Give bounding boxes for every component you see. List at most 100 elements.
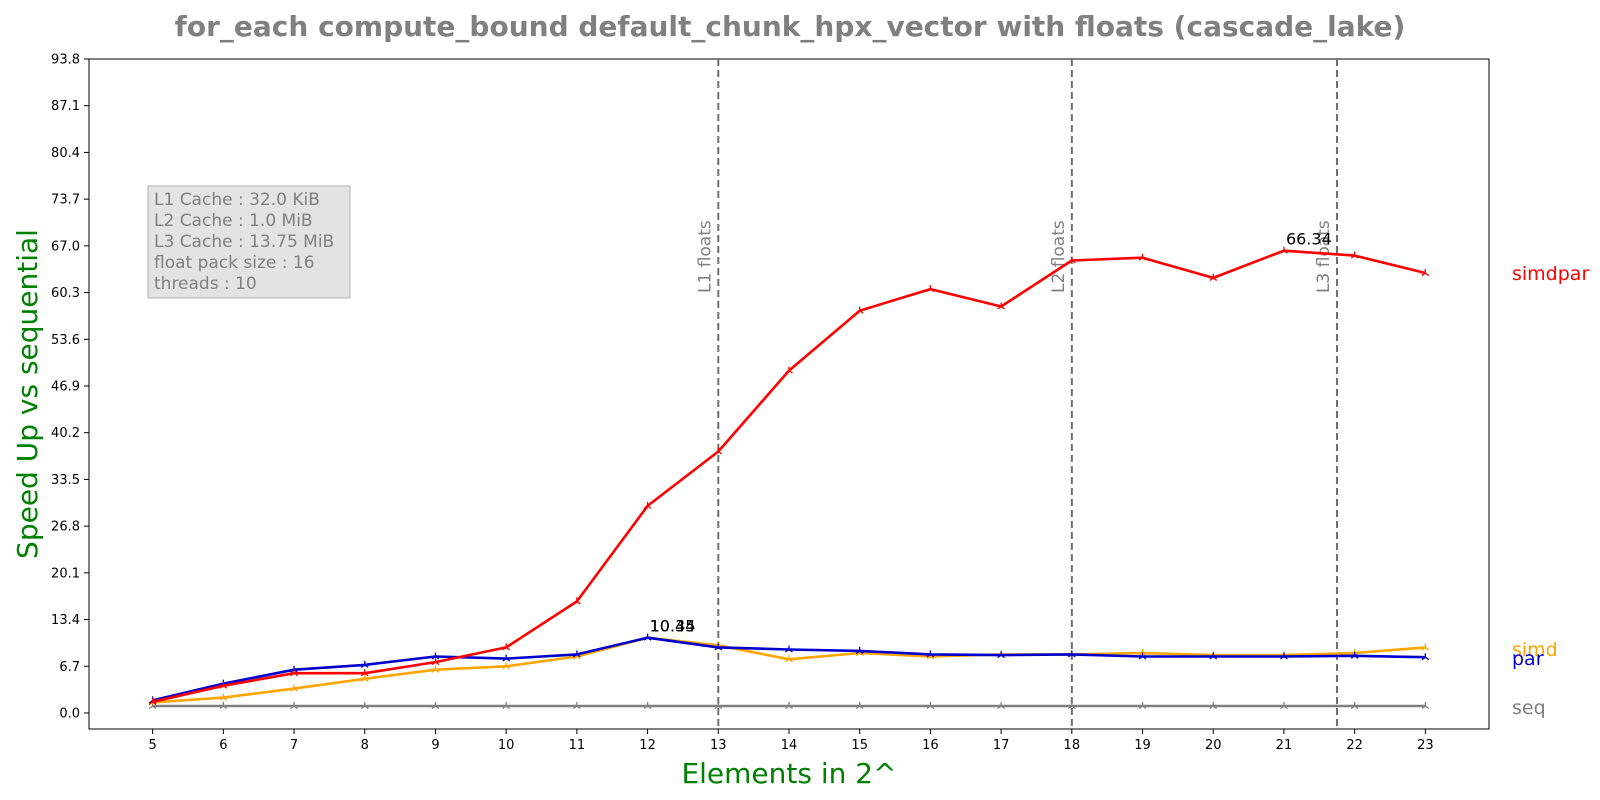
point-par (1138, 652, 1147, 660)
point-seq (573, 701, 581, 710)
point-seq (855, 701, 864, 710)
x-tick-label: 10 (498, 738, 515, 753)
point-seq (290, 701, 298, 710)
point-seq (926, 701, 935, 710)
cache-line-label: L1 floats (695, 220, 715, 293)
series-line-simdpar (152, 249, 1426, 704)
point-simdpar (1280, 246, 1288, 254)
x-axis-label: Elements in 2^ (681, 757, 896, 790)
point-simdpar (148, 697, 157, 705)
point-simdpar (926, 285, 935, 293)
point-simdpar (855, 306, 864, 314)
legend-label-par: par (1512, 648, 1544, 670)
x-tick-label: 14 (781, 738, 798, 753)
x-tick-label: 7 (290, 738, 298, 753)
point-seq (502, 701, 511, 710)
x-axis: 5 6 7 8 9 10 11 12 13 14 15 16 17 18 19 20 21 22 23 (148, 729, 1434, 753)
point-par (1350, 651, 1359, 659)
cache-line-label: L3 floats (1314, 220, 1334, 293)
point-simd (431, 665, 440, 673)
point-simdpar (431, 658, 440, 666)
x-tick-label: 15 (851, 738, 868, 753)
point-simdpar (714, 447, 723, 455)
x-tick-label: 23 (1417, 738, 1434, 753)
chart-title: for_each compute_bound default_chunk_hpx… (175, 10, 1406, 43)
point-simdpar (1421, 269, 1430, 277)
point-par (714, 643, 723, 651)
y-tick-label: 60.3 (51, 286, 80, 301)
y-tick-label: 20.1 (51, 566, 80, 581)
point-seq (1421, 701, 1430, 710)
x-tick-label: 22 (1346, 738, 1363, 753)
info-box-line: L1 Cache : 32.0 KiB (154, 190, 320, 210)
point-seq (1280, 701, 1288, 710)
info-box-line: threads : 10 (154, 274, 257, 294)
y-tick-label: 87.1 (51, 99, 80, 114)
point-seq (219, 701, 228, 710)
point-simdpar (1138, 253, 1147, 261)
y-tick-label: 13.4 (51, 613, 80, 628)
y-tick-label: 53.6 (51, 333, 80, 348)
point-par (431, 652, 440, 660)
legend-label-seq: seq (1512, 697, 1546, 719)
point-seq (1138, 701, 1147, 710)
point-simdpar (573, 597, 581, 605)
y-tick-label: 33.5 (51, 473, 80, 488)
info-box-line: L3 Cache : 13.75 MiB (154, 232, 334, 252)
point-par (643, 633, 652, 641)
point-par (1209, 652, 1218, 660)
y-tick-label: 6.7 (59, 660, 80, 675)
point-seq (714, 701, 723, 710)
y-tick-label: 26.8 (51, 520, 80, 535)
legend-label-simdpar: simdpar (1512, 263, 1589, 285)
x-tick-label: 21 (1276, 738, 1293, 753)
point-simd (290, 684, 298, 692)
point-par (997, 651, 1005, 659)
point-simdpar (360, 669, 369, 677)
point-par (785, 645, 793, 653)
point-par (855, 646, 864, 654)
y-tick-label: 67.0 (51, 239, 80, 254)
point-par (1067, 650, 1076, 658)
point-simdpar (1350, 251, 1359, 259)
point-simd (502, 662, 511, 670)
y-tick-label: 80.4 (51, 146, 80, 161)
x-tick-label: 18 (1064, 738, 1081, 753)
point-simdpar (785, 366, 793, 374)
point-simdpar (997, 302, 1005, 310)
y-tick-label: 93.8 (51, 53, 80, 68)
point-simd (785, 655, 793, 663)
point-simd (219, 693, 228, 701)
plot-area (88, 58, 1490, 730)
point-simdpar (1209, 273, 1218, 281)
point-par (360, 660, 369, 668)
info-box-line: float pack size : 16 (154, 253, 315, 273)
data-label: 10.35 (650, 617, 696, 636)
point-seq (997, 701, 1005, 710)
point-par (573, 650, 581, 658)
x-tick-label: 6 (219, 738, 227, 753)
point-seq (360, 701, 369, 710)
point-simdpar (1067, 256, 1076, 264)
data-label: 66.34 (1286, 230, 1332, 249)
point-seq (431, 701, 440, 710)
legend-label-simd: simd (1512, 639, 1558, 661)
point-seq (1209, 701, 1218, 710)
cache-line-label: L2 floats (1049, 220, 1069, 293)
y-tick-label: 0.0 (59, 706, 80, 721)
x-tick-label: 5 (148, 738, 156, 753)
y-tick-label: 40.2 (51, 426, 80, 441)
point-par (1280, 652, 1288, 660)
point-simdpar (643, 501, 652, 509)
x-tick-label: 8 (361, 738, 369, 753)
point-simdpar (219, 681, 228, 689)
x-tick-label: 17 (993, 738, 1010, 753)
x-tick-label: 12 (639, 738, 656, 753)
point-seq (643, 701, 652, 710)
y-axis: 0.0 6.7 13.4 20.1 26.8 33.5 40.2 46.9 53.6 60.3 67… (51, 53, 89, 721)
point-seq (785, 701, 793, 710)
x-tick-label: 13 (710, 738, 727, 753)
